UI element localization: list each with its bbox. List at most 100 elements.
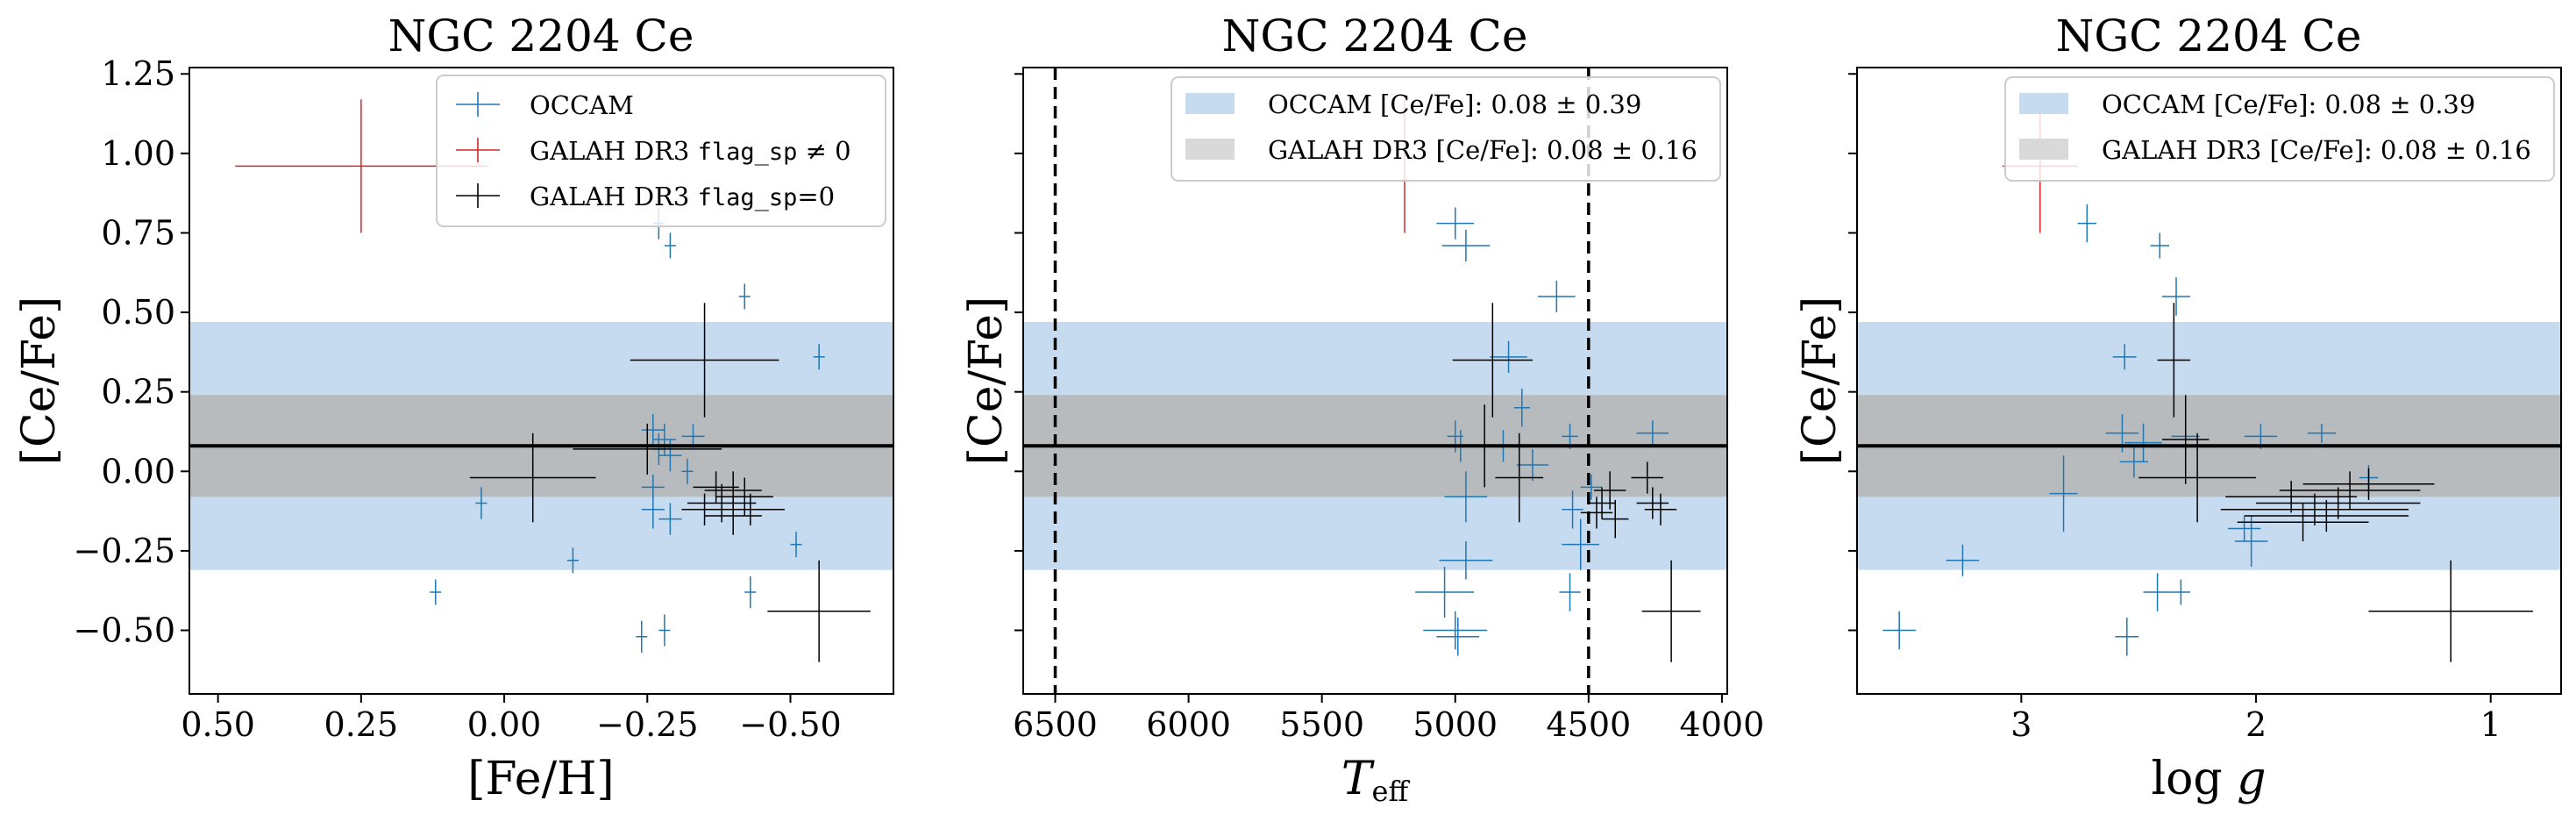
- legend-label: GALAH DR3 [Ce/Fe]: 0.08 ± 0.16: [2102, 135, 2531, 165]
- data-point: [1562, 518, 1599, 570]
- legend-label: OCCAM [Ce/Fe]: 0.08 ± 0.39: [1268, 89, 1641, 119]
- data-point: [1538, 280, 1576, 313]
- data-point: [1439, 541, 1493, 580]
- data-point: [2138, 432, 2257, 523]
- data-point: [2302, 468, 2435, 500]
- data-point: [2225, 481, 2358, 513]
- data-point: [641, 490, 665, 529]
- plot-area: [189, 99, 893, 662]
- legend-box: [1171, 76, 1721, 182]
- axes-frame: [1856, 67, 2562, 695]
- data-point: [1588, 487, 1616, 519]
- data-point: [1882, 611, 1916, 650]
- data-point: [1636, 420, 1669, 447]
- y-axis-ticks: −0.50 −0.25 0.00 0.25 0.50 0.75 1.00 1.25: [74, 54, 189, 650]
- axes-frame: [189, 67, 894, 695]
- y-tick-label: −0.25: [74, 532, 175, 570]
- x-tick-label: 6000: [1146, 705, 1231, 744]
- y-tick-label: 1.25: [101, 54, 175, 93]
- data-point: [630, 303, 779, 418]
- legend-label: GALAH DR3 flag_sp=0: [530, 182, 835, 211]
- x-tick-label: 0.50: [181, 705, 255, 744]
- data-point: [641, 414, 665, 447]
- data-point: [658, 503, 682, 535]
- data-point: [1444, 471, 1488, 523]
- data-point: [2220, 493, 2409, 525]
- data-point: [744, 575, 757, 609]
- legend-entry-galah-band: GALAH DR3 [Ce/Fe]: 0.08 ± 0.16: [1185, 135, 1697, 165]
- data-point: [1580, 497, 1613, 529]
- panel-logg: NGC 2204 Ce [Ce/Fe] log g 3 2 1 OCCAM [Ce/…: [1794, 11, 2562, 805]
- panel-title: NGC 2204 Ce: [1222, 11, 1528, 61]
- y-axis-ticks: [1014, 73, 1023, 632]
- legend-box: [436, 75, 886, 227]
- data-point: [2161, 395, 2210, 484]
- data-point: [2077, 204, 2097, 243]
- data-point: [1490, 340, 1527, 373]
- series-occam: [1415, 207, 1669, 656]
- data-point: [1641, 560, 1701, 662]
- x-tick-label: 0.00: [467, 705, 542, 744]
- x-tick-label: 4500: [1546, 705, 1631, 744]
- y-axis-ticks: [1848, 73, 1857, 632]
- y-tick-label: 0.25: [101, 373, 175, 411]
- y-tick-label: 0.50: [101, 293, 175, 332]
- data-point: [573, 423, 722, 475]
- panel-fe-h: NGC 2204 Ce [Ce/Fe] [Fe/H] 0.50 0.25 0.00−…: [13, 11, 894, 805]
- legend-label: OCCAM [Ce/Fe]: 0.08 ± 0.39: [2102, 89, 2475, 119]
- data-point: [2112, 344, 2137, 370]
- data-point: [681, 458, 694, 484]
- data-point: [1946, 544, 1980, 576]
- data-point: [1423, 611, 1488, 650]
- plot-area: [1023, 68, 1727, 694]
- x-axis-label: log g: [2151, 753, 2266, 805]
- plot-area: [1857, 99, 2561, 662]
- legend: OCCAM [Ce/Fe]: 0.08 ± 0.39 GALAH DR3 [Ce…: [2004, 76, 2555, 182]
- data-point: [1415, 567, 1475, 618]
- data-point: [2244, 499, 2409, 533]
- legend-entry-occam-band: OCCAM [Ce/Fe]: 0.08 ± 0.39: [1185, 89, 1641, 119]
- data-point: [1580, 474, 1603, 500]
- x-axis-ticks: 3 2 1: [2010, 694, 2501, 744]
- data-point: [715, 493, 785, 525]
- data-point: [1602, 499, 1629, 539]
- data-point: [1436, 618, 1480, 656]
- legend: OCCAM [Ce/Fe]: 0.08 ± 0.39 GALAH DR3 [Ce…: [1171, 76, 1721, 182]
- data-point: [1436, 207, 1475, 239]
- y-tick-label: −0.50: [74, 611, 175, 650]
- data-point: [2157, 303, 2191, 418]
- legend-entry-galah-flagged: GALAH DR3 flag_sp ≠ 0: [456, 136, 851, 166]
- data-point: [1631, 461, 1663, 494]
- x-tick-label: 4000: [1680, 705, 1765, 744]
- x-tick-label: 0.25: [324, 705, 399, 744]
- data-point: [475, 487, 487, 519]
- y-tick-label: 0.00: [101, 452, 175, 490]
- y-axis-label: [Ce/Fe]: [13, 297, 66, 466]
- x-axis-ticks: 6500 6000 5500 5000 4500 4000: [1013, 694, 1764, 744]
- x-tick-label: 1: [2480, 705, 2501, 744]
- x-axis-ticks: 0.50 0.25 0.00 −0.25 −0.50: [181, 694, 842, 744]
- data-point: [767, 560, 871, 662]
- data-point: [2227, 516, 2261, 542]
- x-tick-label: 2: [2245, 705, 2266, 744]
- legend-label: GALAH DR3 flag_sp ≠ 0: [530, 136, 851, 166]
- data-point: [1516, 448, 1549, 482]
- data-point: [430, 579, 442, 605]
- data-point: [658, 614, 671, 647]
- axes-frame: [1022, 67, 1728, 695]
- panel-title: NGC 2204 Ce: [388, 11, 694, 61]
- x-tick-label: 5500: [1279, 705, 1364, 744]
- x-tick-label: −0.25: [596, 705, 698, 744]
- y-tick-label: 1.00: [101, 134, 175, 173]
- data-point: [2161, 277, 2191, 316]
- data-point: [1495, 432, 1544, 523]
- markers: [1882, 99, 2533, 662]
- markers: [235, 99, 871, 662]
- markers: [1404, 99, 1701, 662]
- series-galah-dr3-flag-sp-0: [469, 303, 871, 662]
- data-point: [566, 547, 579, 574]
- x-tick-label: 3: [2010, 705, 2032, 744]
- data-point: [664, 232, 676, 259]
- y-tick-label: 0.75: [101, 213, 175, 252]
